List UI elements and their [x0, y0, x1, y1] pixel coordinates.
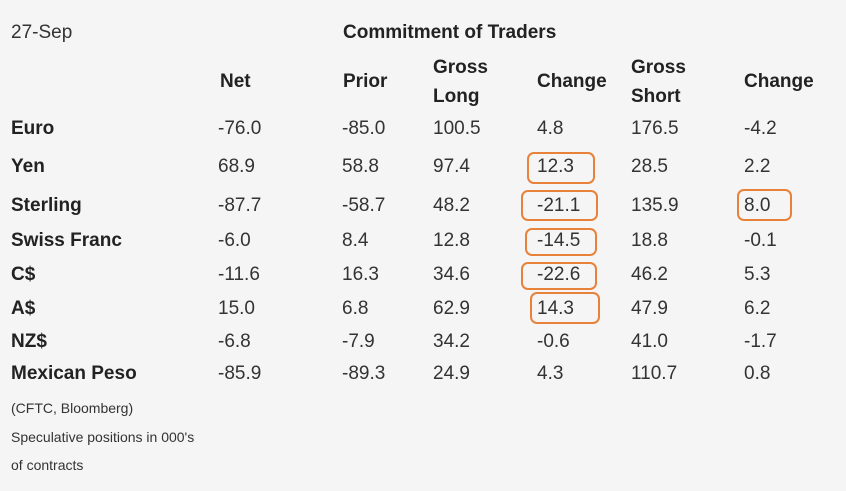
- cell-gross-long: 34.6: [433, 264, 470, 285]
- cell-gross-long: 48.2: [433, 195, 470, 216]
- cell-gross-short: 47.9: [631, 298, 668, 319]
- cell-change-short: 6.2: [744, 298, 771, 319]
- table-title: Commitment of Traders: [343, 22, 557, 43]
- header-gross-short-2: Short: [631, 86, 681, 107]
- header-gross-long-2: Long: [433, 86, 480, 107]
- cell-gross-long: 12.8: [433, 230, 470, 251]
- cell-gross-long: 97.4: [433, 156, 470, 177]
- cell-prior: 16.3: [342, 264, 379, 285]
- highlight-box-yen-change: [527, 152, 595, 184]
- cell-change-long: -21.1: [537, 195, 581, 216]
- cell-gross-long: 100.5: [433, 118, 481, 139]
- cell-change-long: -22.6: [537, 264, 581, 285]
- cell-change-long: -0.6: [537, 331, 570, 352]
- row-label-cad: C$: [11, 264, 36, 285]
- header-prior: Prior: [343, 71, 388, 92]
- cell-net: -87.7: [218, 195, 262, 216]
- highlight-box-sterling-short-change: [737, 189, 792, 221]
- cell-change-long: 4.3: [537, 363, 564, 384]
- cell-gross-long: 34.2: [433, 331, 470, 352]
- cell-net: -6.8: [218, 331, 251, 352]
- cell-net: -76.0: [218, 118, 262, 139]
- highlight-box-swiss-franc-change: [525, 228, 597, 256]
- cell-change-short: 0.8: [744, 363, 771, 384]
- cell-gross-short: 135.9: [631, 195, 679, 216]
- cell-change-long: 14.3: [537, 298, 574, 319]
- highlight-box-cad-change: [521, 262, 597, 290]
- cell-prior: -58.7: [342, 195, 386, 216]
- cell-gross-short: 41.0: [631, 331, 668, 352]
- cell-change-long: 4.8: [537, 118, 564, 139]
- row-label-euro: Euro: [11, 118, 55, 139]
- header-gross-long-1: Gross: [433, 57, 488, 78]
- header-net: Net: [220, 71, 251, 92]
- header-change-long: Change: [537, 71, 607, 92]
- cell-prior: 6.8: [342, 298, 369, 319]
- row-label-yen: Yen: [11, 156, 45, 177]
- cell-prior: -89.3: [342, 363, 386, 384]
- cell-prior: 58.8: [342, 156, 379, 177]
- cell-net: -85.9: [218, 363, 262, 384]
- cell-change-short: -1.7: [744, 331, 777, 352]
- highlight-box-sterling-change: [521, 190, 598, 221]
- row-label-nzd: NZ$: [11, 331, 47, 352]
- cell-prior: -7.9: [342, 331, 375, 352]
- cell-change-short: -4.2: [744, 118, 777, 139]
- units-note-line-2: of contracts: [11, 457, 84, 473]
- row-label-aud: A$: [11, 298, 36, 319]
- cell-net: 68.9: [218, 156, 255, 177]
- cell-change-short: 8.0: [744, 195, 771, 216]
- cell-prior: 8.4: [342, 230, 369, 251]
- row-label-sterling: Sterling: [11, 195, 82, 216]
- row-label-mexican-peso: Mexican Peso: [11, 363, 137, 384]
- cell-change-short: 2.2: [744, 156, 771, 177]
- header-change-short: Change: [744, 71, 814, 92]
- cell-gross-short: 46.2: [631, 264, 668, 285]
- source-note: (CFTC, Bloomberg): [11, 400, 134, 416]
- units-note-line-1: Speculative positions in 000's: [11, 429, 195, 445]
- cell-gross-short: 110.7: [631, 363, 678, 384]
- cell-change-short: -0.1: [744, 230, 777, 251]
- cell-gross-short: 18.8: [631, 230, 668, 251]
- cell-prior: -85.0: [342, 118, 386, 139]
- cell-change-long: 12.3: [537, 156, 574, 177]
- header-gross-short-1: Gross: [631, 57, 686, 78]
- cell-gross-long: 62.9: [433, 298, 470, 319]
- cell-net: -11.6: [218, 264, 260, 285]
- cell-gross-short: 176.5: [631, 118, 679, 139]
- report-date: 27-Sep: [11, 22, 73, 43]
- highlight-box-aud-change: [530, 292, 600, 324]
- cell-change-long: -14.5: [537, 230, 581, 251]
- cell-gross-short: 28.5: [631, 156, 668, 177]
- cell-change-short: 5.3: [744, 264, 771, 285]
- cell-gross-long: 24.9: [433, 363, 470, 384]
- cell-net: -6.0: [218, 230, 251, 251]
- cell-net: 15.0: [218, 298, 255, 319]
- row-label-swiss-franc: Swiss Franc: [11, 230, 122, 251]
